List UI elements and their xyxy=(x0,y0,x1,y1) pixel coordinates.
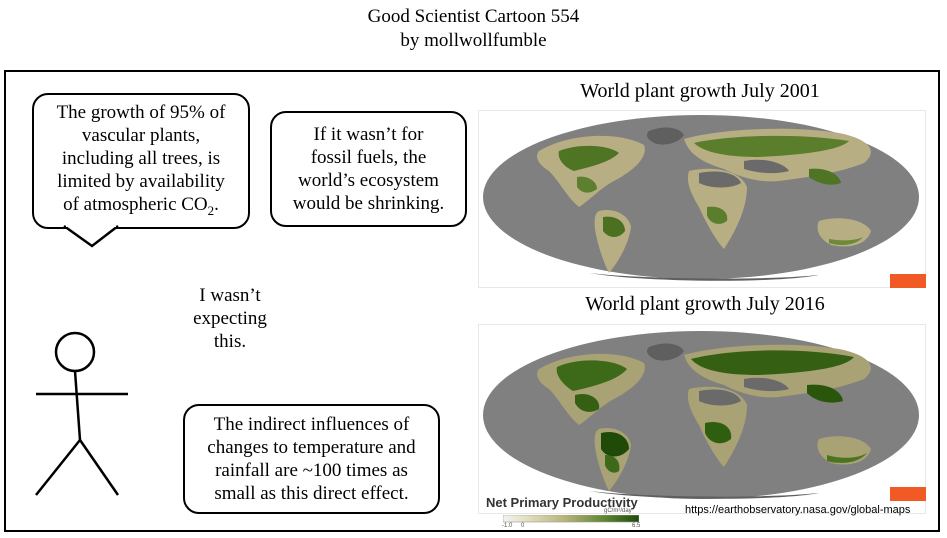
source-url: https://earthobservatory.nasa.gov/global… xyxy=(685,504,911,516)
speech-bubble-indirect-effects: The indirect influences of changes to te… xyxy=(183,404,440,514)
bubble-indirect-line1: The indirect influences of xyxy=(213,414,410,435)
world-map-2016 xyxy=(483,331,919,499)
stick-figure-head xyxy=(54,331,96,373)
bubble-co2-line5: of atmospheric CO2. xyxy=(63,193,219,218)
legend-max: 6.5 xyxy=(632,523,641,529)
legend-min: -1.0 xyxy=(502,523,513,529)
stick-figure-left-leg xyxy=(35,439,81,496)
legend-zero: 0 xyxy=(521,523,525,529)
legend-color-scale xyxy=(503,515,639,523)
map-2016-panel xyxy=(478,324,926,514)
caption-line3: this. xyxy=(213,331,247,352)
world-map-2001 xyxy=(483,115,919,281)
bubble-co2-line2: vascular plants, xyxy=(81,124,201,146)
bubble-fossil-line2: fossil fuels, the xyxy=(310,147,427,168)
speech-bubble-co2-tail xyxy=(63,224,119,248)
stick-figure-right-leg xyxy=(78,439,120,496)
bubble-co2-line1: The growth of 95% of xyxy=(56,101,226,123)
caption-line1: I wasn’t xyxy=(199,285,261,306)
bubble-fossil-line4: would be shrinking. xyxy=(292,193,445,214)
bubble-indirect-line4: small as this direct effect. xyxy=(214,483,409,504)
map-2001-panel xyxy=(478,110,926,288)
share-button-2001[interactable] xyxy=(890,274,926,288)
bubble-fossil-line1: If it wasn’t for xyxy=(313,124,424,145)
speech-bubble-co2: The growth of 95% of vascular plants, in… xyxy=(32,93,250,229)
cartoon-byline: by mollwollfumble xyxy=(400,30,547,51)
map-2001-title: World plant growth July 2001 xyxy=(580,80,820,102)
legend-units: gC/m²/day xyxy=(604,508,632,514)
cartoon-panel xyxy=(4,70,940,532)
bubble-fossil-line3: world’s ecosystem xyxy=(298,170,439,191)
speech-bubble-fossil-fuels: If it wasn’t for fossil fuels, the world… xyxy=(270,111,467,227)
stick-figure-body xyxy=(73,370,82,441)
bubble-indirect-line2: changes to temperature and xyxy=(207,437,416,458)
bubble-indirect-line3: rainfall are ~100 times as xyxy=(215,460,408,481)
cartoon-title: Good Scientist Cartoon 554 xyxy=(367,6,580,27)
legend-title: Net Primary Productivity xyxy=(486,495,638,510)
caption-line2: expecting xyxy=(193,308,267,329)
share-button-2016[interactable] xyxy=(890,487,926,501)
bubble-co2-line3: including all trees, is xyxy=(61,147,221,169)
character-caption: I wasn’t expecting this. xyxy=(170,284,290,353)
map-2016-title: World plant growth July 2016 xyxy=(585,293,825,315)
stick-figure xyxy=(35,331,128,496)
bubble-co2-line4: limited by availability xyxy=(57,170,225,192)
